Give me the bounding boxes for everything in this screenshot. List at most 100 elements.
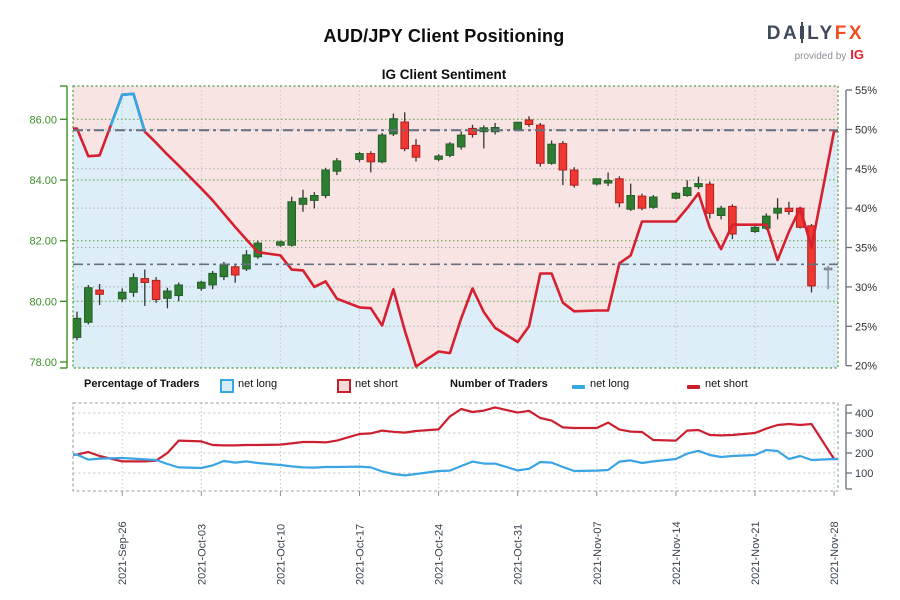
candlestick bbox=[389, 118, 398, 135]
pct-tick-label: 25% bbox=[855, 321, 877, 333]
candlestick bbox=[197, 281, 206, 289]
candlestick bbox=[276, 241, 285, 246]
count-tick-label: 100 bbox=[855, 468, 873, 480]
chart-header: AUD/JPY Client Positioning IG Client Sen… bbox=[0, 0, 888, 82]
candlestick bbox=[321, 169, 330, 196]
candlestick bbox=[603, 180, 613, 184]
net-long-square-icon bbox=[220, 379, 234, 393]
candlestick bbox=[536, 124, 545, 164]
candlestick bbox=[784, 207, 794, 212]
net-long-count-line bbox=[73, 448, 838, 477]
pct-tick-label: 45% bbox=[855, 164, 877, 176]
candlestick bbox=[174, 284, 183, 297]
candlestick bbox=[456, 134, 466, 148]
pct-tick-label: 30% bbox=[855, 282, 877, 294]
candlestick bbox=[750, 226, 760, 233]
candlestick bbox=[615, 178, 624, 204]
sentiment-lines bbox=[73, 92, 838, 368]
candlestick bbox=[310, 195, 319, 201]
candlestick bbox=[626, 195, 636, 210]
legend-pct-net-long: net long bbox=[238, 378, 278, 390]
pct-axis: 55% 50% 45% 40% 35% 30% 25% 20% bbox=[845, 85, 877, 373]
candlestick bbox=[287, 201, 296, 246]
date-tick-label: 2021-Sep-26 bbox=[117, 521, 129, 585]
legend-count-net-long: net long bbox=[590, 378, 630, 390]
provided-by-label: provided by bbox=[794, 51, 847, 62]
date-axis: 2021-Sep-26 2021-Oct-03 2021-Oct-10 2021-Oc… bbox=[117, 521, 841, 585]
candlestick bbox=[558, 143, 568, 171]
net-long-pct-line bbox=[109, 92, 147, 133]
price-tick-label: 84.00 bbox=[29, 175, 57, 187]
sentiment-area-fills bbox=[73, 86, 838, 369]
net-short-square-icon bbox=[337, 379, 351, 393]
candlestick bbox=[140, 278, 150, 284]
pct-tick-label: 40% bbox=[855, 203, 877, 215]
candlestick bbox=[377, 134, 387, 163]
price-tick-label: 82.00 bbox=[29, 236, 57, 248]
date-tick-label: 2021-Nov-14 bbox=[671, 521, 683, 585]
pct-tick-label: 55% bbox=[855, 85, 877, 97]
candlestick bbox=[84, 287, 93, 323]
candlestick bbox=[671, 192, 681, 199]
date-tick-label: 2021-Nov-07 bbox=[592, 521, 604, 585]
candlestick bbox=[434, 155, 443, 160]
legend-row: Percentage of Traders net long net short… bbox=[0, 377, 900, 397]
candlestick bbox=[524, 119, 534, 126]
price-tick-label: 80.00 bbox=[29, 296, 57, 308]
candlestick bbox=[332, 160, 342, 172]
candlestick bbox=[682, 187, 692, 197]
candlestick bbox=[468, 127, 477, 135]
candlestick bbox=[637, 195, 647, 209]
week-gridlines bbox=[121, 86, 835, 496]
candlestick bbox=[151, 279, 161, 300]
legend-pct-net-short: net short bbox=[355, 378, 398, 390]
candlestick bbox=[366, 153, 376, 163]
legend-pct-title: Percentage of Traders bbox=[84, 378, 200, 390]
legend-count-title: Number of Traders bbox=[450, 378, 548, 390]
candlestick bbox=[728, 205, 737, 235]
net-short-majority-region bbox=[73, 86, 838, 367]
date-tick-label: 2021-Oct-03 bbox=[196, 524, 208, 585]
legend-count-net-short: net short bbox=[705, 378, 748, 390]
candlestick bbox=[298, 197, 308, 205]
candlestick bbox=[219, 264, 229, 278]
logo-text-ly: LY bbox=[807, 23, 835, 44]
candlestick bbox=[411, 144, 421, 158]
date-tick-label: 2021-Oct-24 bbox=[434, 524, 446, 585]
reference-lines bbox=[73, 129, 838, 266]
ig-logo-text: IG bbox=[850, 47, 864, 62]
net-short-dash-icon bbox=[687, 385, 700, 389]
pct-tick-label: 50% bbox=[855, 124, 877, 136]
net-long-majority-region bbox=[73, 93, 838, 369]
candlestick bbox=[716, 207, 726, 216]
candlestick bbox=[705, 183, 715, 214]
count-tick-label: 300 bbox=[855, 428, 873, 440]
candlestick bbox=[163, 290, 172, 299]
main-panel-border bbox=[72, 85, 839, 369]
candlestick bbox=[253, 242, 263, 258]
dailyfx-logo: DA LYFX provided by IG bbox=[766, 22, 864, 62]
count-tick-label: 400 bbox=[855, 408, 873, 420]
candlestick bbox=[649, 196, 658, 208]
candlestick bbox=[807, 225, 816, 287]
price-axis: 86.00 84.00 82.00 80.00 78.00 bbox=[29, 85, 68, 369]
current-incomplete-candle bbox=[823, 267, 833, 271]
trader-count-lines bbox=[73, 406, 838, 477]
candlestick bbox=[129, 277, 138, 293]
candlestick bbox=[355, 153, 364, 160]
date-tick-label: 2021-Nov-28 bbox=[829, 521, 841, 585]
candlestick bbox=[592, 178, 602, 185]
bottom-panel-border bbox=[72, 402, 839, 492]
price-tick-label: 78.00 bbox=[29, 357, 57, 369]
candlestick bbox=[95, 289, 104, 295]
net-short-pct-line bbox=[73, 92, 838, 368]
date-tick-label: 2021-Nov-21 bbox=[750, 521, 762, 585]
candlestick bbox=[547, 143, 556, 164]
date-tick-label: 2021-Oct-31 bbox=[513, 524, 525, 585]
candlestick bbox=[242, 254, 251, 270]
logo-text-da: DA bbox=[766, 23, 800, 44]
candlestick bbox=[208, 272, 217, 286]
candlestick bbox=[117, 291, 127, 300]
